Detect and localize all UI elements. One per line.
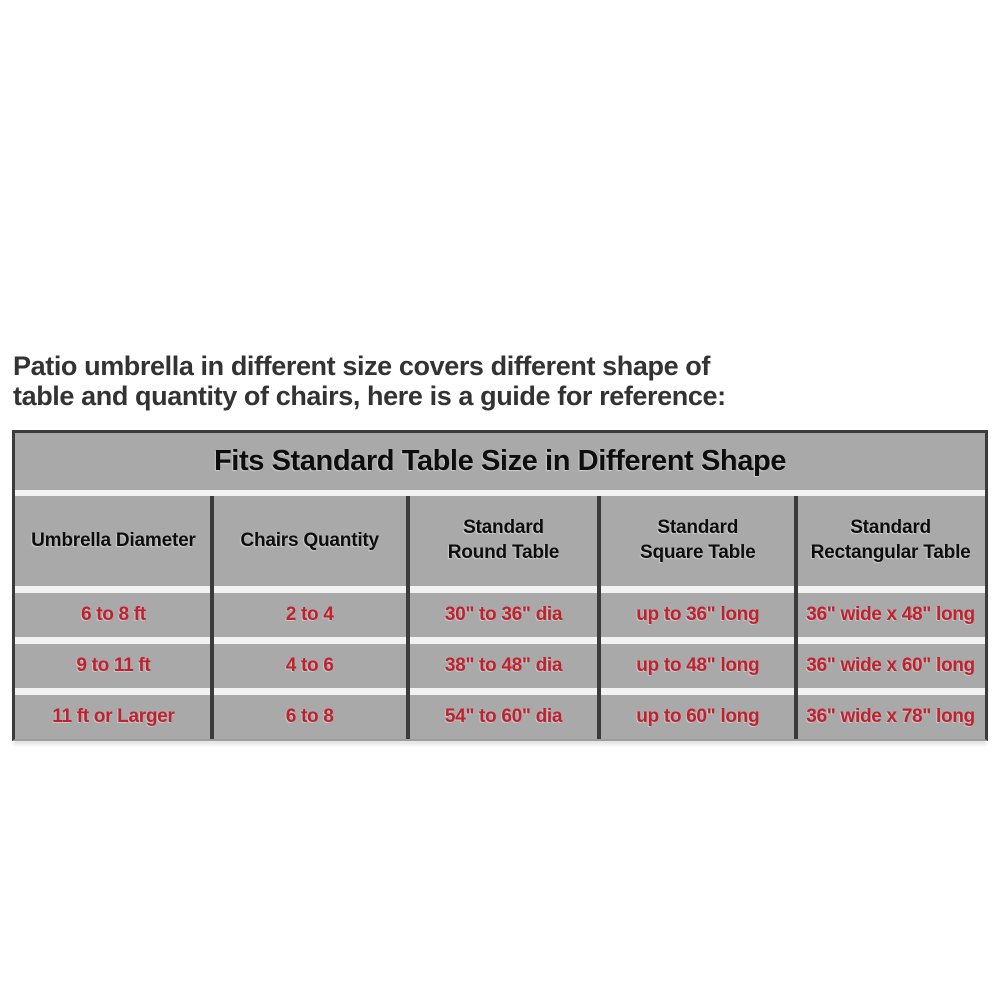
header-cell-standard-round-table: Standard Round Table (407, 496, 600, 586)
data-cell-row2-rectangular-table: 36" wide x 60" long (796, 644, 985, 688)
data-cell-row2-square-table: up to 48" long (599, 644, 797, 688)
data-cell-row1-chairs-quantity: 2 to 4 (211, 593, 408, 637)
column-separator (794, 496, 799, 739)
data-cell-row1-round-table: 30" to 36" dia (407, 593, 600, 637)
intro-caption: Patio umbrella in different size covers … (13, 351, 726, 411)
header-cell-umbrella-diameter: Umbrella Diameter (15, 496, 212, 586)
data-cell-row3-umbrella-diameter: 11 ft or Larger (15, 695, 212, 739)
data-cell-row3-rectangular-table: 36" wide x 78" long (796, 695, 985, 739)
data-cell-row3-chairs-quantity: 6 to 8 (211, 695, 408, 739)
data-cell-row1-umbrella-diameter: 6 to 8 ft (15, 593, 212, 637)
header-cell-chairs-quantity: Chairs Quantity (211, 496, 408, 586)
data-cell-row3-round-table: 54" to 60" dia (407, 695, 600, 739)
data-cell-row2-chairs-quantity: 4 to 6 (211, 644, 408, 688)
size-guide-table: Fits Standard Table Size in Different Sh… (12, 430, 988, 741)
column-separator (209, 496, 214, 739)
column-separator (597, 496, 602, 739)
data-cell-row1-square-table: up to 36" long (599, 593, 797, 637)
table-grid: Umbrella Diameter Chairs Quantity Standa… (15, 496, 985, 739)
column-separator (405, 496, 410, 739)
table-title: Fits Standard Table Size in Different Sh… (15, 433, 985, 490)
data-cell-row2-umbrella-diameter: 9 to 11 ft (15, 644, 212, 688)
intro-caption-line2: table and quantity of chairs, here is a … (13, 381, 726, 411)
data-cell-row1-rectangular-table: 36" wide x 48" long (796, 593, 985, 637)
data-cell-row2-round-table: 38" to 48" dia (407, 644, 600, 688)
intro-caption-line1: Patio umbrella in different size covers … (13, 351, 710, 381)
header-cell-standard-rectangular-table: Standard Rectangular Table (796, 496, 985, 586)
data-cell-row3-square-table: up to 60" long (599, 695, 797, 739)
header-cell-standard-square-table: Standard Square Table (599, 496, 797, 586)
